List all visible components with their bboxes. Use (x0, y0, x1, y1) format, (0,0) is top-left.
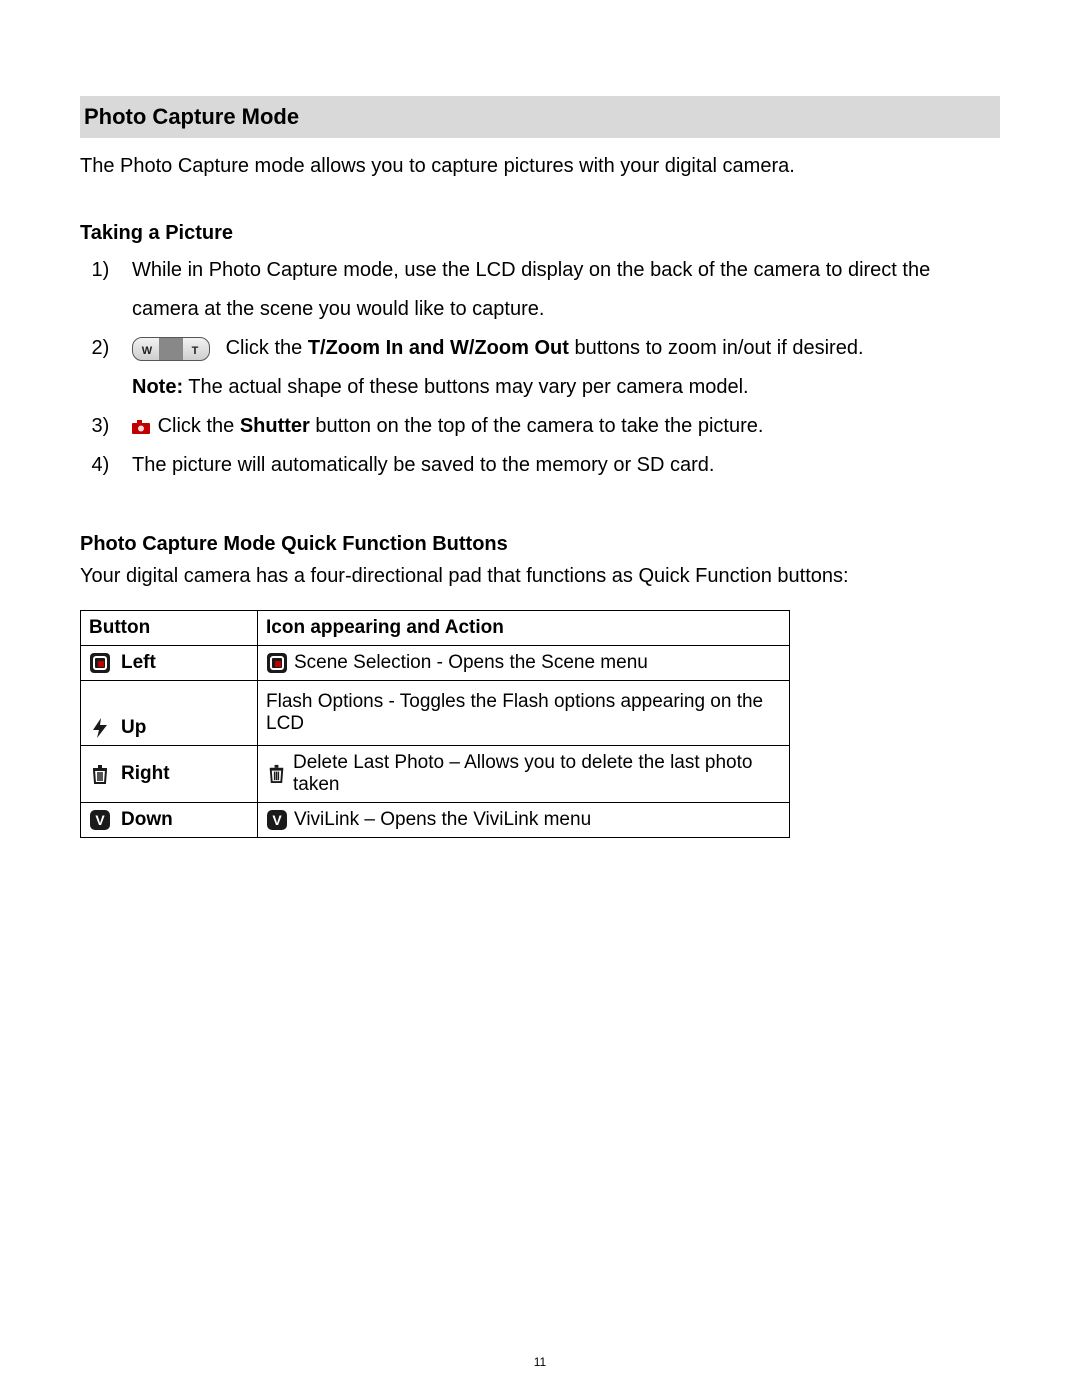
qf-table: Button Icon appearing and Action Left (80, 610, 790, 838)
qf-table-wrap: Button Icon appearing and Action Left (80, 610, 1000, 838)
step-3: Click the Shutter button on the top of t… (126, 407, 1000, 446)
trash-icon (266, 763, 287, 785)
table-row: Up Flash Options - Toggles the Flash opt… (81, 681, 790, 746)
table-header-row: Button Icon appearing and Action (81, 611, 790, 646)
section-header: Photo Capture Mode (80, 96, 1000, 138)
intro-text: The Photo Capture mode allows you to cap… (80, 152, 1000, 180)
scene-icon (89, 652, 111, 674)
svg-text:V: V (272, 812, 282, 828)
vivilink-icon: V (89, 809, 111, 831)
step-4: The picture will automatically be saved … (126, 446, 1000, 485)
page-title: Photo Capture Mode (84, 104, 996, 130)
table-row: Right Delete Last Photo – Allows you to … (81, 746, 790, 803)
page-number: 11 (0, 1355, 1080, 1369)
step-1: While in Photo Capture mode, use the LCD… (126, 251, 1000, 329)
col-action: Icon appearing and Action (258, 611, 790, 646)
qf-heading: Photo Capture Mode Quick Function Button… (80, 533, 1000, 556)
svg-text:V: V (95, 812, 105, 828)
document-page: Photo Capture Mode The Photo Capture mod… (0, 0, 1080, 1397)
camera-icon (132, 420, 150, 434)
zoom-wt-icon: WT (132, 337, 210, 361)
vivilink-icon: V (266, 809, 288, 831)
step-2: WT Click the T/Zoom In and W/Zoom Out bu… (126, 329, 1000, 407)
flash-icon (89, 717, 111, 739)
taking-steps: While in Photo Capture mode, use the LCD… (80, 251, 1000, 485)
table-row: Left Scene Selection - Opens the Scene m… (81, 646, 790, 681)
col-button: Button (81, 611, 258, 646)
qf-intro: Your digital camera has a four-direction… (80, 562, 1000, 590)
scene-icon (266, 652, 288, 674)
trash-icon (89, 763, 111, 785)
taking-heading: Taking a Picture (80, 222, 1000, 245)
table-row: V Down V ViviLink – Opens the ViviLink m… (81, 803, 790, 838)
